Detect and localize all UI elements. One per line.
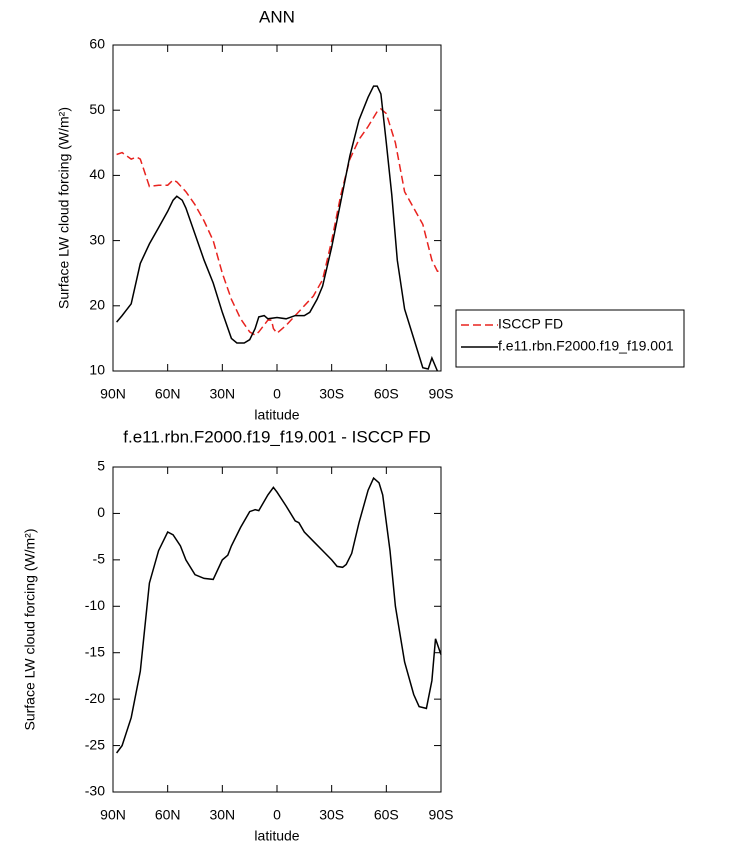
x-tick-label: 0	[273, 807, 281, 823]
legend-box	[455, 309, 685, 368]
x-tick-label: 90N	[100, 386, 126, 402]
y-axis-label: Surface LW cloud forcing (W/m²)	[22, 528, 38, 730]
y-tick-label: -30	[85, 783, 105, 799]
x-tick-label: 90N	[100, 807, 126, 823]
y-tick-label: -15	[85, 643, 105, 659]
y-tick-label: 20	[89, 297, 105, 313]
y-tick-label: 60	[89, 36, 105, 52]
chart-title: f.e11.rbn.F2000.f19_f19.001 - ISCCP FD	[123, 427, 430, 446]
y-tick-label: -25	[85, 736, 105, 752]
x-tick-label: 60N	[155, 386, 181, 402]
x-tick-label: 60S	[374, 807, 399, 823]
x-tick-label: 90S	[429, 807, 454, 823]
x-tick-label: 30S	[319, 807, 344, 823]
x-tick-label: 60N	[155, 807, 181, 823]
y-tick-label: -5	[93, 551, 106, 567]
line-series	[116, 85, 439, 372]
legend-label: f.e11.rbn.F2000.f19_f19.001	[498, 338, 674, 354]
plot-frame	[112, 44, 442, 372]
line-series	[116, 107, 441, 337]
y-tick-label: 40	[89, 166, 105, 182]
legend-label: ISCCP FD	[498, 316, 563, 332]
y-tick-label: 5	[97, 458, 105, 474]
y-tick-label: 50	[89, 101, 105, 117]
y-tick-label: -10	[85, 597, 105, 613]
x-tick-label: 0	[273, 386, 281, 402]
plot-frame	[112, 466, 442, 793]
x-tick-label: 60S	[374, 386, 399, 402]
x-tick-label: 30N	[209, 807, 235, 823]
line-series	[115, 476, 442, 754]
y-axis-label: Surface LW cloud forcing (W/m²)	[56, 107, 72, 309]
x-tick-label: 90S	[429, 386, 454, 402]
x-axis-label: latitude	[254, 828, 299, 844]
x-tick-label: 30N	[209, 386, 235, 402]
y-tick-label: 10	[89, 362, 105, 378]
x-axis-label: latitude	[254, 407, 299, 423]
y-tick-label: 30	[89, 231, 105, 247]
y-tick-label: 0	[97, 504, 105, 520]
x-tick-label: 30S	[319, 386, 344, 402]
chart-title: ANN	[259, 7, 295, 26]
y-tick-label: -20	[85, 690, 105, 706]
